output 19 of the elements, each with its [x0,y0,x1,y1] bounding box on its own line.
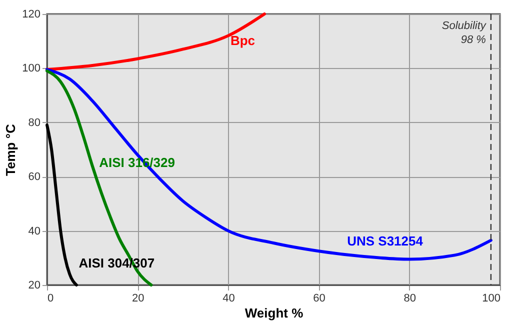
x-tick-label: 20 [132,292,144,304]
series-label: Bpc [230,33,256,48]
line-series [46,124,78,286]
y-tick-label: 80 [28,116,40,129]
y-tick-label: 120 [22,8,40,20]
x-tick-label: 60 [313,292,326,304]
y-tick-label: 40 [28,225,40,238]
series-label: UNS S31254 [347,234,424,249]
y-tick-label: 20 [28,280,40,292]
y-tick-label: 100 [22,62,40,75]
x-tick-label: 0 [48,292,54,304]
y-axis-title: Temp °C [3,123,18,176]
line-series [46,12,266,72]
x-tick-label: 40 [222,292,235,304]
ref-line-label: Solubility 98 % [442,20,488,46]
x-tick-label: 80 [404,292,416,304]
y-tick-label: 60 [28,171,40,184]
x-axis-title: Weight % [244,306,304,320]
x-tick-label: 100 [482,292,500,304]
